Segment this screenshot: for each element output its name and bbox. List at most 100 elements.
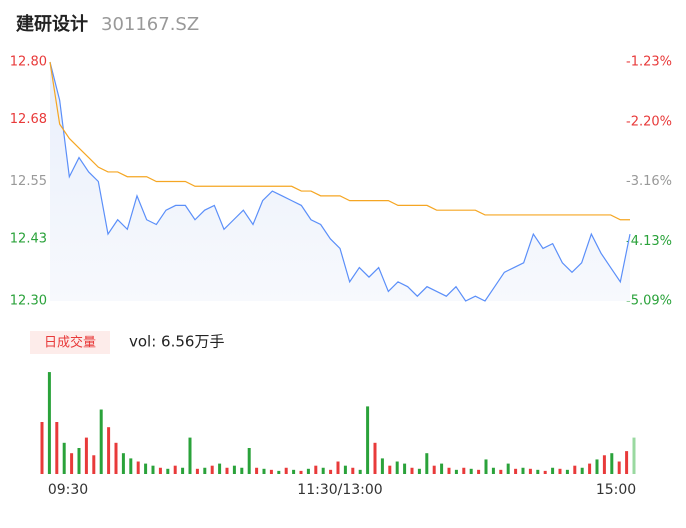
- stock-code: 301167.SZ: [101, 14, 199, 35]
- volume-bar: [232, 465, 236, 474]
- volume-bar: [403, 463, 407, 474]
- y-tick-label: 12.80: [10, 55, 47, 70]
- average-line: [49, 61, 630, 221]
- y-tick-label: 12.30: [10, 294, 47, 309]
- volume-bar: [107, 427, 111, 474]
- volume-bar: [321, 467, 325, 474]
- volume-bar: [40, 422, 44, 474]
- volume-bar: [617, 461, 621, 474]
- y2-tick-label: -2.20%: [626, 115, 672, 130]
- volume-bar: [129, 458, 133, 474]
- volume-bar: [410, 467, 414, 474]
- volume-bar: [55, 422, 59, 474]
- volume-bar: [358, 469, 362, 474]
- volume-bar: [373, 442, 377, 474]
- volume-bar: [388, 465, 392, 474]
- y-tick-label: 12.55: [10, 174, 47, 189]
- volume-bar: [469, 468, 473, 474]
- volume-bar: [84, 437, 88, 474]
- volume-bar: [528, 468, 532, 474]
- x-tick-label: 09:30: [48, 482, 88, 498]
- volume-bar: [432, 465, 436, 474]
- volume-bar: [514, 468, 518, 474]
- volume-bar: [292, 469, 296, 474]
- volume-bar: [70, 453, 74, 474]
- volume-bar: [447, 467, 451, 474]
- stock-name: 建研设计: [16, 13, 88, 35]
- volume-bar: [114, 442, 118, 474]
- volume-bar: [625, 451, 629, 474]
- legend-label: 日成交量: [44, 335, 96, 351]
- volume-bar: [218, 463, 222, 474]
- volume-bar: [181, 467, 185, 474]
- volume-bar: [366, 406, 370, 474]
- y2-tick-label: -4.13%: [626, 234, 672, 249]
- volume-label: vol: 6.56万手: [129, 333, 224, 351]
- volume-bar: [454, 469, 458, 474]
- volume-bar: [314, 465, 318, 474]
- y2-tick-label: -5.09%: [626, 294, 672, 309]
- volume-bar: [588, 463, 592, 474]
- price-area: [50, 62, 630, 301]
- volume-bar: [284, 467, 288, 474]
- volume-bar: [136, 461, 140, 474]
- volume-bar: [47, 372, 51, 474]
- volume-bar: [77, 448, 81, 474]
- volume-bar: [173, 465, 177, 474]
- volume-bar: [558, 468, 562, 474]
- volume-bar: [602, 455, 606, 474]
- volume-bar: [440, 463, 444, 474]
- volume-bar: [188, 437, 192, 474]
- volume-bar: [491, 467, 495, 474]
- y2-tick-label: -3.16%: [626, 174, 672, 189]
- volume-bar: [632, 437, 636, 474]
- volume-bar: [484, 459, 488, 474]
- volume-bar: [573, 465, 577, 474]
- volume-bar: [536, 469, 540, 474]
- y-tick-label: 12.68: [10, 112, 47, 127]
- volume-bar: [210, 465, 214, 474]
- volume-bar: [543, 470, 547, 474]
- x-tick-label: 11:30/13:00: [297, 482, 382, 498]
- volume-bar: [225, 467, 229, 474]
- volume-bar: [144, 463, 148, 474]
- volume-bar: [262, 468, 266, 474]
- volume-bar: [277, 470, 281, 474]
- volume-bar: [195, 468, 199, 474]
- y2-tick-label: -1.23%: [626, 55, 672, 70]
- volume-bar: [62, 442, 66, 474]
- y-tick-label: 12.43: [10, 231, 47, 246]
- volume-bar: [269, 469, 273, 474]
- volume-bar: [462, 467, 466, 474]
- volume-bar: [247, 448, 251, 474]
- volume-bar: [499, 469, 503, 474]
- volume-bar: [425, 453, 429, 474]
- volume-bar: [565, 469, 569, 474]
- volume-bar: [477, 469, 481, 474]
- volume-bar: [336, 461, 340, 474]
- volume-bar: [151, 465, 155, 474]
- volume-bar: [580, 467, 584, 474]
- volume-bar: [121, 453, 125, 474]
- volume-bar: [203, 467, 207, 474]
- volume-bar: [610, 453, 614, 474]
- volume-bar: [506, 463, 510, 474]
- x-tick-label: 15:00: [596, 482, 636, 498]
- volume-bar: [395, 461, 399, 474]
- volume-bar: [380, 458, 384, 474]
- volume-bar: [521, 467, 525, 474]
- volume-bar: [240, 467, 244, 474]
- volume-bar: [306, 468, 310, 474]
- volume-bar: [299, 470, 303, 474]
- volume-bar: [417, 468, 421, 474]
- volume-bar: [92, 455, 96, 474]
- legend-box: [30, 331, 110, 354]
- volume-bar: [343, 465, 347, 474]
- volume-bar: [158, 467, 162, 474]
- volume-bar: [351, 467, 355, 474]
- volume-bar: [595, 459, 599, 474]
- volume-bar: [99, 409, 103, 474]
- volume-bar: [255, 467, 259, 474]
